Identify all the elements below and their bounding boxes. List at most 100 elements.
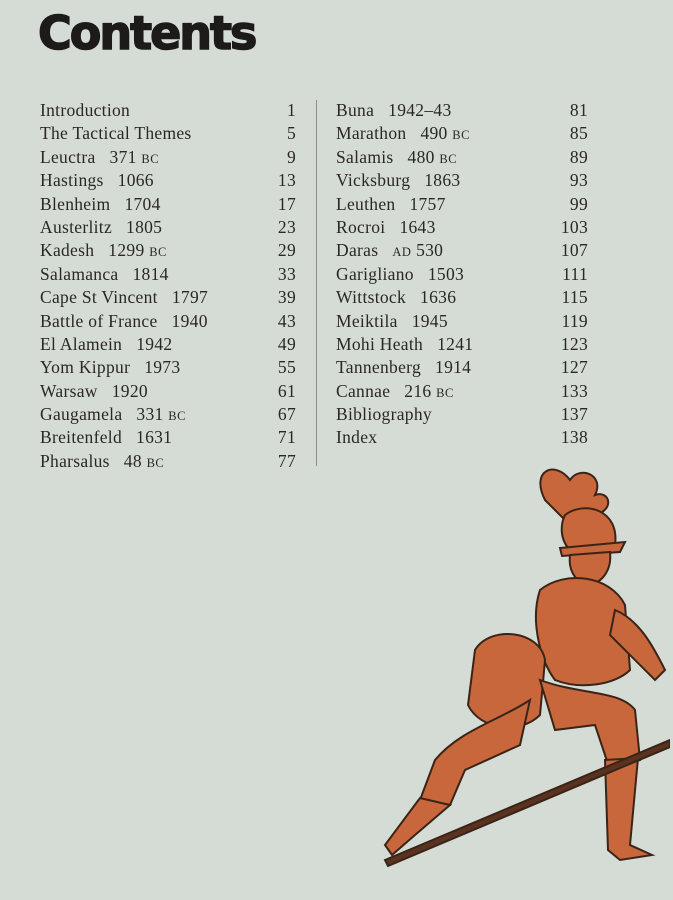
page-number: 137 (560, 404, 588, 425)
era-prefix: AD (392, 245, 412, 260)
entry-title: Introduction (40, 100, 130, 121)
year: 216 (404, 380, 432, 401)
entry-title: Cape St Vincent 1797 (40, 287, 208, 308)
year: 1643 (399, 216, 436, 237)
entry-name: Austerlitz (40, 216, 113, 237)
contents-left-column: Introduction 1 The Tactical Themes 5 Leuctra… (40, 100, 296, 474)
page-number: 1 (286, 100, 296, 120)
contents-right-column: Buna 1942–43 81 Marathon 490 BC 85 Salamis 480 … (336, 100, 588, 451)
contents-entry: The Tactical Themes 5 (40, 123, 296, 146)
year: 490 (420, 123, 448, 144)
entry-title: Marathon 490 BC (336, 123, 470, 144)
year: 480 (407, 146, 435, 167)
year: 1631 (136, 427, 173, 448)
entry-title: Meiktila 1945 (336, 311, 448, 332)
entry-title: Gaugamela 331 BC (40, 404, 186, 425)
entry-name: Garigliano (336, 263, 414, 284)
entry-title: Warsaw 1920 (40, 381, 148, 402)
entry-title: Salamis 480 BC (336, 147, 457, 168)
entry-title: Garigliano 1503 (336, 264, 464, 285)
entry-date: 1066 (118, 170, 154, 190)
entry-title: Salamanca 1814 (40, 264, 169, 285)
page-number: 61 (277, 380, 296, 401)
entry-name: Marathon (336, 123, 407, 144)
entry-title: Yom Kippur 1973 (40, 357, 180, 378)
entry-date: 1636 (420, 287, 456, 307)
contents-entry: Salamanca 1814 33 (40, 264, 296, 287)
era-suffix: BC (149, 245, 167, 260)
entry-date: 1757 (409, 194, 445, 214)
entry-title: Rocroi 1643 (336, 217, 436, 238)
entry-title: Mohi Heath 1241 (336, 334, 473, 355)
year: 530 (416, 240, 444, 261)
entry-name: Cannae (336, 380, 391, 401)
entry-title: Leuthen 1757 (336, 194, 446, 215)
page-number: 107 (560, 240, 588, 261)
entry-date: 1945 (412, 311, 448, 331)
contents-entry: Austerlitz 1805 23 (40, 217, 296, 240)
contents-entry: Cannae 216 BC 133 (336, 381, 588, 404)
entry-name: Vicksburg (336, 170, 411, 191)
contents-entry: Meiktila 1945 119 (336, 311, 588, 334)
entry-name: Battle of France (40, 310, 158, 331)
era-suffix: BC (168, 409, 186, 424)
entry-name: Wittstock (336, 287, 407, 308)
contents-entry: Buna 1942–43 81 (336, 100, 588, 123)
entry-name: Mohi Heath (336, 333, 424, 354)
entry-name: Rocroi (336, 216, 386, 237)
year: 1066 (117, 170, 154, 191)
entry-name: Warsaw (40, 380, 98, 401)
entry-date: 1920 (112, 381, 148, 401)
contents-entry: Breitenfeld 1631 71 (40, 427, 296, 450)
era-suffix: BC (436, 385, 454, 400)
entry-name: Breitenfeld (40, 427, 123, 448)
page-number: 5 (286, 123, 296, 144)
entry-name: Salamis (336, 146, 394, 167)
entry-name: Index (336, 427, 378, 448)
entry-name: El Alamein (40, 333, 123, 354)
contents-entry: Bibliography 137 (336, 404, 588, 427)
year: 1814 (132, 263, 169, 284)
year: 1757 (409, 193, 446, 214)
entry-title: Index (336, 427, 377, 448)
entry-title: Bibliography (336, 404, 432, 425)
page-number: 33 (277, 263, 296, 284)
era-suffix: BC (146, 455, 165, 470)
page-number: 29 (277, 240, 296, 261)
entry-title: Daras AD 530 (336, 240, 443, 261)
contents-entry: Warsaw 1920 61 (40, 381, 296, 404)
entry-name: Hastings (40, 170, 104, 191)
entry-name: Buna (336, 100, 375, 120)
contents-entry: Mohi Heath 1241 123 (336, 334, 588, 357)
page-number: 17 (277, 193, 296, 214)
page-number: 67 (277, 404, 296, 425)
page-number: 111 (562, 263, 588, 284)
contents-entry: Hastings 1066 13 (40, 170, 296, 193)
entry-title: Leuctra 371 BC (40, 147, 159, 168)
entry-date: 1631 (136, 427, 172, 447)
entry-name: Meiktila (336, 310, 398, 331)
contents-entry: Yom Kippur 1973 55 (40, 357, 296, 380)
year: 48 (123, 450, 142, 471)
page-number: 103 (560, 216, 588, 237)
entry-name: Tannenberg (336, 357, 422, 378)
entry-date: 331 BC (136, 404, 186, 424)
entry-name: Introduction (40, 100, 131, 120)
year: 1241 (437, 333, 474, 354)
contents-entry: Vicksburg 1863 93 (336, 170, 588, 193)
year: 1973 (144, 357, 181, 378)
year: 1797 (171, 287, 209, 308)
entry-date: 1241 (437, 334, 473, 354)
entry-title: Austerlitz 1805 (40, 217, 162, 238)
entry-name: Leuctra (40, 146, 96, 167)
year: 1704 (124, 193, 161, 214)
page-number: 115 (561, 287, 588, 308)
year: 1299 (108, 240, 145, 261)
year: 1940 (171, 310, 208, 331)
entry-date: 48 BC (124, 451, 164, 471)
contents-entry: Marathon 490 BC 85 (336, 123, 588, 146)
year: 1503 (427, 263, 465, 284)
year: 1942 (136, 333, 173, 354)
page-number: 49 (277, 333, 296, 354)
contents-entry: Daras AD 530 107 (336, 240, 588, 263)
